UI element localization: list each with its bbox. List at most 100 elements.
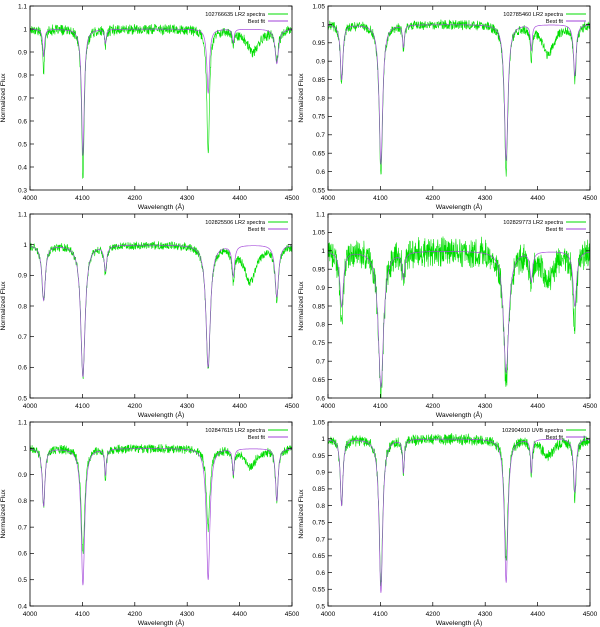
x-tick-label: 4100 bbox=[373, 195, 388, 202]
x-tick-label: 4000 bbox=[23, 195, 38, 202]
legend-label: 102825506 LR2 spectra bbox=[205, 220, 266, 226]
plot-frame bbox=[327, 5, 591, 191]
y-tick-label: 1 bbox=[23, 26, 27, 33]
x-tick-label: 4000 bbox=[321, 611, 336, 618]
x-tick-label: 4200 bbox=[128, 195, 143, 202]
best-fit-line bbox=[30, 244, 292, 377]
y-tick-label: 0.9 bbox=[316, 285, 325, 292]
x-axis-label: Wavelength (Å) bbox=[138, 202, 185, 211]
x-tick-label: 4400 bbox=[530, 611, 545, 618]
observed-spectrum-line bbox=[328, 432, 590, 587]
y-tick-label: 0.75 bbox=[312, 114, 325, 121]
y-tick-label: 0.6 bbox=[316, 570, 325, 577]
legend-label: Best fit bbox=[546, 19, 564, 25]
x-tick-label: 4100 bbox=[75, 403, 90, 410]
y-tick-label: 1 bbox=[321, 436, 325, 443]
x-tick-label: 4500 bbox=[583, 195, 598, 202]
y-tick-label: 0.7 bbox=[18, 524, 27, 531]
y-axis-label: Normalized Flux bbox=[298, 73, 305, 123]
y-tick-label: 1.1 bbox=[18, 3, 27, 10]
y-axis-label: Normalized Flux bbox=[0, 73, 7, 123]
x-tick-label: 4200 bbox=[128, 403, 143, 410]
x-tick-label: 4400 bbox=[530, 195, 545, 202]
legend-label: 102785460 LR2 spectra bbox=[503, 12, 564, 18]
x-tick-label: 4300 bbox=[478, 611, 493, 618]
legend-label: 102847615 LR2 spectra bbox=[205, 428, 266, 434]
y-tick-label: 0.4 bbox=[18, 603, 27, 610]
y-tick-label: 0.8 bbox=[18, 498, 27, 505]
y-tick-label: 0.7 bbox=[316, 359, 325, 366]
x-tick-label: 4000 bbox=[23, 403, 38, 410]
x-tick-label: 4000 bbox=[321, 195, 336, 202]
x-tick-label: 4200 bbox=[426, 611, 441, 618]
x-tick-label: 4300 bbox=[180, 611, 195, 618]
y-axis-label: Normalized Flux bbox=[298, 281, 305, 331]
x-tick-label: 4300 bbox=[180, 195, 195, 202]
legend-label: Best fit bbox=[546, 227, 564, 233]
y-tick-label: 0.6 bbox=[316, 395, 325, 402]
observed-spectrum-line bbox=[30, 444, 292, 554]
y-tick-label: 0.6 bbox=[18, 551, 27, 558]
x-axis-label: Wavelength (Å) bbox=[436, 410, 483, 419]
x-tick-label: 4300 bbox=[478, 195, 493, 202]
plot-frame bbox=[327, 213, 591, 399]
legend-label: 102766635 LR2 spectra bbox=[205, 12, 266, 18]
y-tick-label: 0.9 bbox=[18, 49, 27, 56]
y-tick-label: 1.1 bbox=[18, 419, 27, 426]
legend-label: Best fit bbox=[248, 227, 266, 233]
y-tick-label: 0.55 bbox=[312, 587, 325, 594]
spectrum-panel-3: 4000 4100 4200 4300 4400 4500 0.5 0.6 0.7 0.8 0.9 1… bbox=[0, 211, 300, 419]
y-axis-label: Normalized Flux bbox=[298, 489, 305, 539]
y-tick-label: 0.7 bbox=[18, 95, 27, 102]
y-tick-label: 0.8 bbox=[18, 303, 27, 310]
y-tick-label: 1 bbox=[23, 242, 27, 249]
y-tick-label: 0.7 bbox=[18, 334, 27, 341]
legend-label: Best fit bbox=[248, 435, 266, 441]
y-tick-label: 0.9 bbox=[316, 59, 325, 66]
observed-spectrum-line bbox=[30, 23, 292, 179]
x-tick-label: 4500 bbox=[583, 403, 598, 410]
x-tick-label: 4000 bbox=[23, 611, 38, 618]
x-tick-label: 4200 bbox=[426, 195, 441, 202]
x-tick-label: 4100 bbox=[373, 611, 388, 618]
y-tick-label: 0.5 bbox=[18, 395, 27, 402]
y-tick-label: 0.8 bbox=[316, 503, 325, 510]
x-tick-label: 4400 bbox=[530, 403, 545, 410]
x-tick-label: 4200 bbox=[426, 403, 441, 410]
y-tick-label: 0.5 bbox=[18, 141, 27, 148]
x-tick-label: 4200 bbox=[128, 611, 143, 618]
y-tick-label: 0.95 bbox=[312, 267, 325, 274]
x-tick-label: 4100 bbox=[75, 195, 90, 202]
y-tick-label: 0.6 bbox=[18, 118, 27, 125]
x-tick-label: 4500 bbox=[583, 611, 598, 618]
y-tick-label: 0.65 bbox=[312, 151, 325, 158]
y-tick-label: 0.8 bbox=[316, 322, 325, 329]
best-fit-line bbox=[30, 28, 292, 156]
x-axis-label: Wavelength (Å) bbox=[436, 202, 483, 211]
y-tick-label: 0.7 bbox=[316, 536, 325, 543]
x-tick-label: 4300 bbox=[478, 403, 493, 410]
y-tick-label: 0.9 bbox=[18, 273, 27, 280]
y-tick-label: 0.95 bbox=[312, 453, 325, 460]
y-tick-label: 0.8 bbox=[316, 95, 325, 102]
y-tick-label: 0.75 bbox=[312, 520, 325, 527]
observed-spectrum-line bbox=[30, 240, 292, 380]
best-fit-line bbox=[328, 251, 590, 389]
x-axis-label: Wavelength (Å) bbox=[138, 618, 185, 627]
x-tick-label: 4300 bbox=[180, 403, 195, 410]
plot-frame bbox=[29, 421, 293, 607]
observed-spectrum-line bbox=[328, 19, 590, 177]
y-tick-label: 0.85 bbox=[312, 486, 325, 493]
spectrum-panel-2: 4000 4100 4200 4300 4400 4500 0.55 0.6 0.65 0.7 0.… bbox=[298, 3, 598, 211]
x-tick-label: 4000 bbox=[321, 403, 336, 410]
x-tick-label: 4400 bbox=[232, 195, 247, 202]
spectrum-panel-6: 4000 4100 4200 4300 4400 4500 0.5 0.55 0.6 0.65 0.… bbox=[298, 419, 598, 627]
y-axis-label: Normalized Flux bbox=[0, 281, 7, 331]
x-tick-label: 4100 bbox=[373, 403, 388, 410]
best-fit-line bbox=[328, 24, 590, 165]
y-tick-label: 0.5 bbox=[316, 603, 325, 610]
plot-frame bbox=[327, 421, 591, 607]
y-tick-label: 0.8 bbox=[18, 72, 27, 79]
